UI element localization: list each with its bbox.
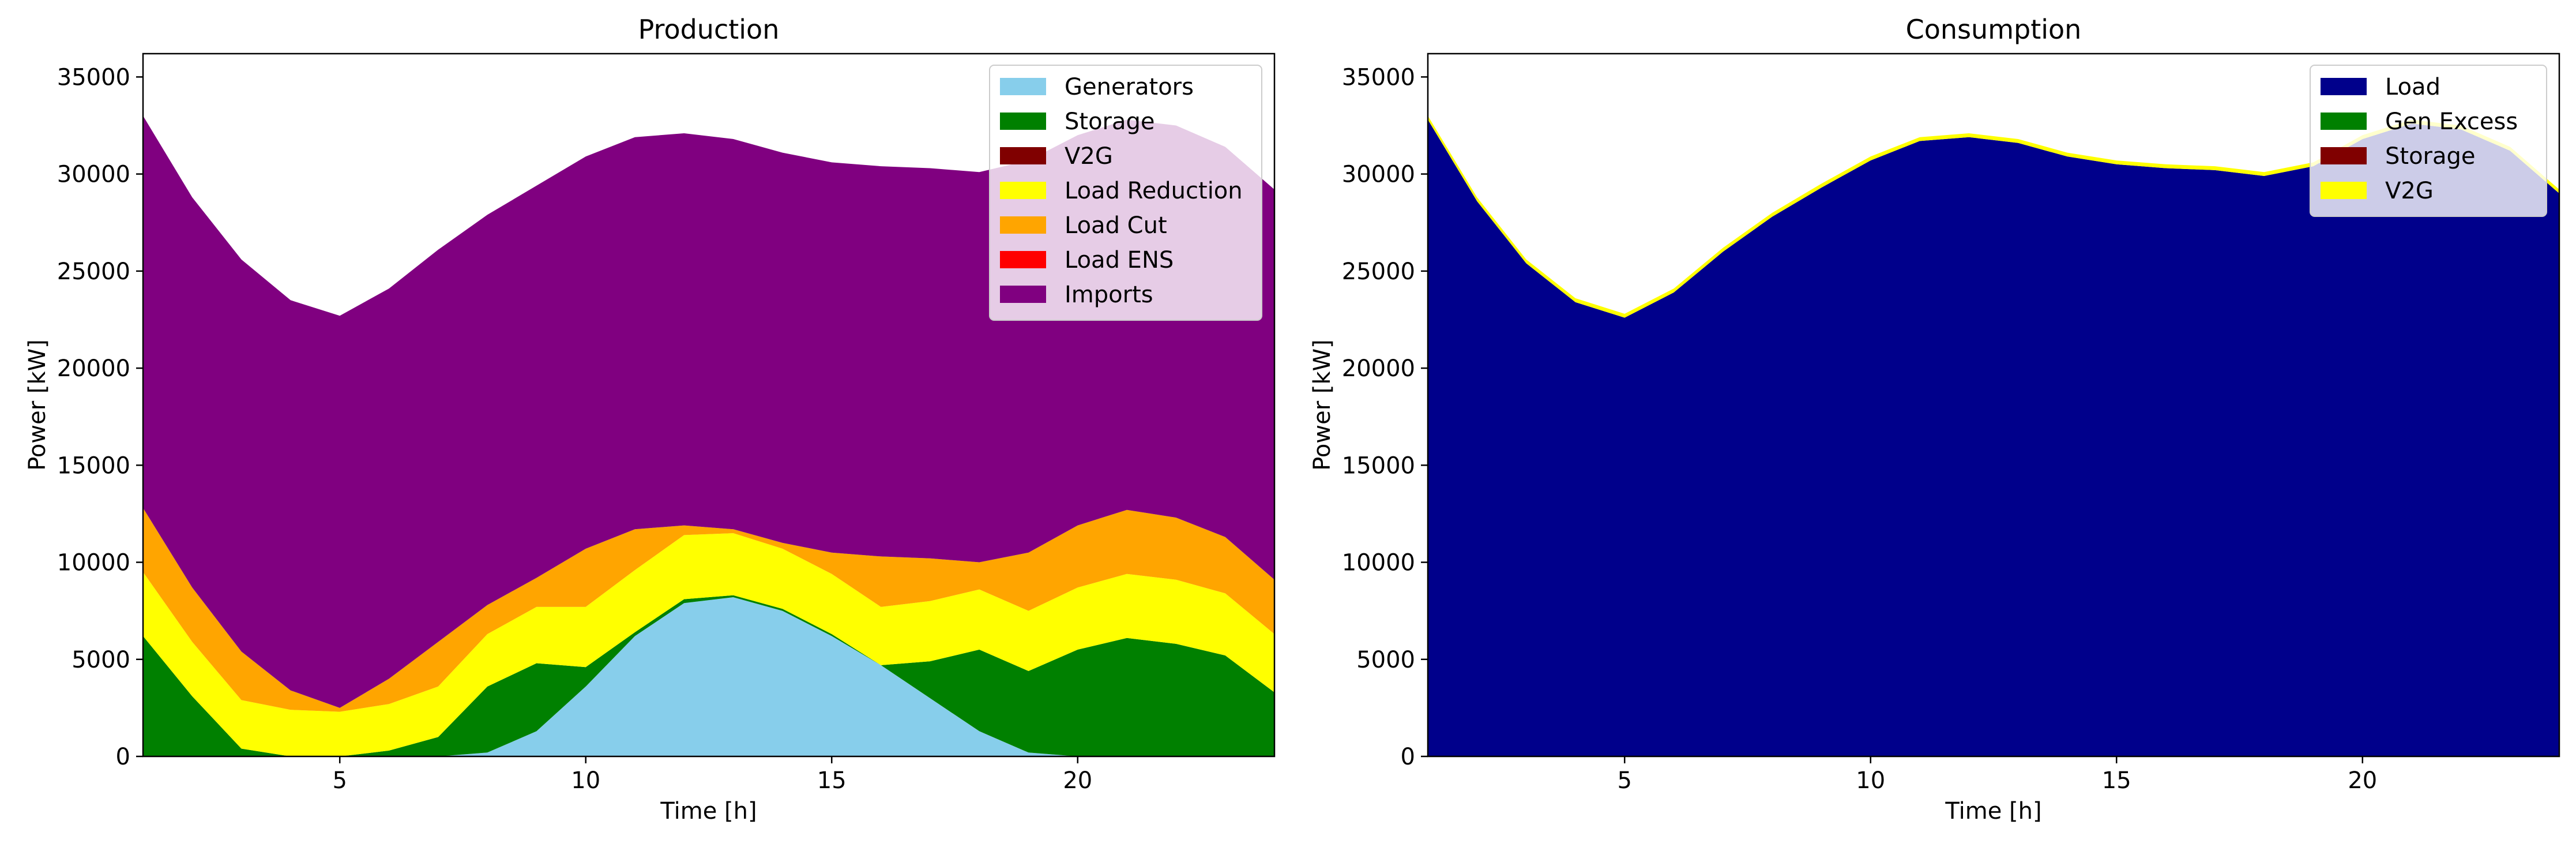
legend-swatch bbox=[1000, 182, 1046, 199]
x-tick-label: 20 bbox=[1063, 767, 1092, 794]
y-tick-label: 30000 bbox=[1342, 162, 1415, 188]
legend-swatch bbox=[2321, 78, 2367, 95]
y-tick-label: 10000 bbox=[57, 550, 130, 576]
y-tick-label: 30000 bbox=[57, 162, 130, 188]
legend: Generators Storage V2G Load Reduction Load C… bbox=[989, 65, 1262, 321]
x-axis-label: Time [h] bbox=[1945, 798, 2041, 824]
legend-label: Storage bbox=[1065, 108, 1155, 135]
y-tick-label: 5000 bbox=[72, 647, 130, 673]
area-generators bbox=[143, 597, 1274, 756]
x-tick-label: 15 bbox=[2102, 767, 2131, 794]
x-tick-label: 10 bbox=[1856, 767, 1885, 794]
y-tick-label: 25000 bbox=[57, 258, 130, 285]
x-tick-label: 5 bbox=[1617, 767, 1631, 794]
legend-swatch bbox=[2321, 113, 2367, 130]
legend-label: Gen Excess bbox=[2385, 108, 2518, 135]
legend-label: Load ENS bbox=[1065, 247, 1174, 273]
x-tick-label: 5 bbox=[332, 767, 347, 794]
x-tick-label: 10 bbox=[571, 767, 600, 794]
area-load-reduction bbox=[143, 533, 1274, 756]
legend-box bbox=[989, 65, 1262, 321]
y-tick-label: 35000 bbox=[57, 64, 130, 91]
y-tick-label: 0 bbox=[116, 744, 130, 770]
y-tick-label: 20000 bbox=[1342, 355, 1415, 382]
legend-swatch bbox=[1000, 251, 1046, 268]
area-load bbox=[1428, 119, 2559, 756]
y-axis-label: Power [kW] bbox=[24, 339, 51, 471]
y-tick-label: 5000 bbox=[1356, 647, 1415, 673]
legend-label: Imports bbox=[1065, 282, 1153, 308]
legend-swatch bbox=[1000, 113, 1046, 130]
legend: Load Gen Excess Storage V2G bbox=[2310, 65, 2547, 217]
chart-title: Consumption bbox=[1906, 14, 2082, 45]
legend-label: Storage bbox=[2385, 143, 2476, 170]
y-tick-label: 15000 bbox=[1342, 452, 1415, 479]
chart-panel-consumption: 5 10 15 20 0 5000 10000 15000 20000 25000 30000 350… bbox=[1309, 14, 2560, 824]
y-tick-label: 15000 bbox=[57, 452, 130, 479]
x-axis-label: Time [h] bbox=[660, 798, 757, 824]
legend-box bbox=[2310, 65, 2547, 217]
legend-swatch bbox=[1000, 147, 1046, 164]
chart-panel-production: 5 10 15 20 0 5000 10000 15000 20000 25000 30000 350… bbox=[24, 14, 1276, 824]
x-tick-label: 15 bbox=[817, 767, 847, 794]
y-tick-label: 20000 bbox=[57, 355, 130, 382]
legend-label: Load bbox=[2385, 74, 2440, 100]
legend-label: V2G bbox=[1065, 143, 1113, 170]
area-layers bbox=[1428, 115, 2559, 756]
x-tick-label: 20 bbox=[2348, 767, 2377, 794]
y-axis-label: Power [kW] bbox=[1309, 339, 1336, 471]
legend-label: Load Reduction bbox=[1065, 178, 1243, 204]
y-tick-label: 25000 bbox=[1342, 258, 1415, 285]
legend-swatch bbox=[1000, 216, 1046, 234]
legend-label: V2G bbox=[2385, 178, 2434, 204]
legend-swatch bbox=[2321, 182, 2367, 199]
y-tick-label: 0 bbox=[1401, 744, 1415, 770]
legend-swatch bbox=[2321, 147, 2367, 164]
axes-frame bbox=[1427, 53, 2560, 758]
y-tick-label: 35000 bbox=[1342, 64, 1415, 91]
chart-title: Production bbox=[638, 14, 780, 45]
axes-frame bbox=[142, 53, 1276, 758]
legend-swatch bbox=[1000, 78, 1046, 95]
legend-swatch bbox=[1000, 286, 1046, 303]
y-tick-label: 10000 bbox=[1342, 550, 1415, 576]
legend-label: Load Cut bbox=[1065, 212, 1167, 239]
area-load-cut bbox=[143, 508, 1274, 712]
legend-label: Generators bbox=[1065, 74, 1194, 100]
area-storage bbox=[143, 595, 1274, 756]
